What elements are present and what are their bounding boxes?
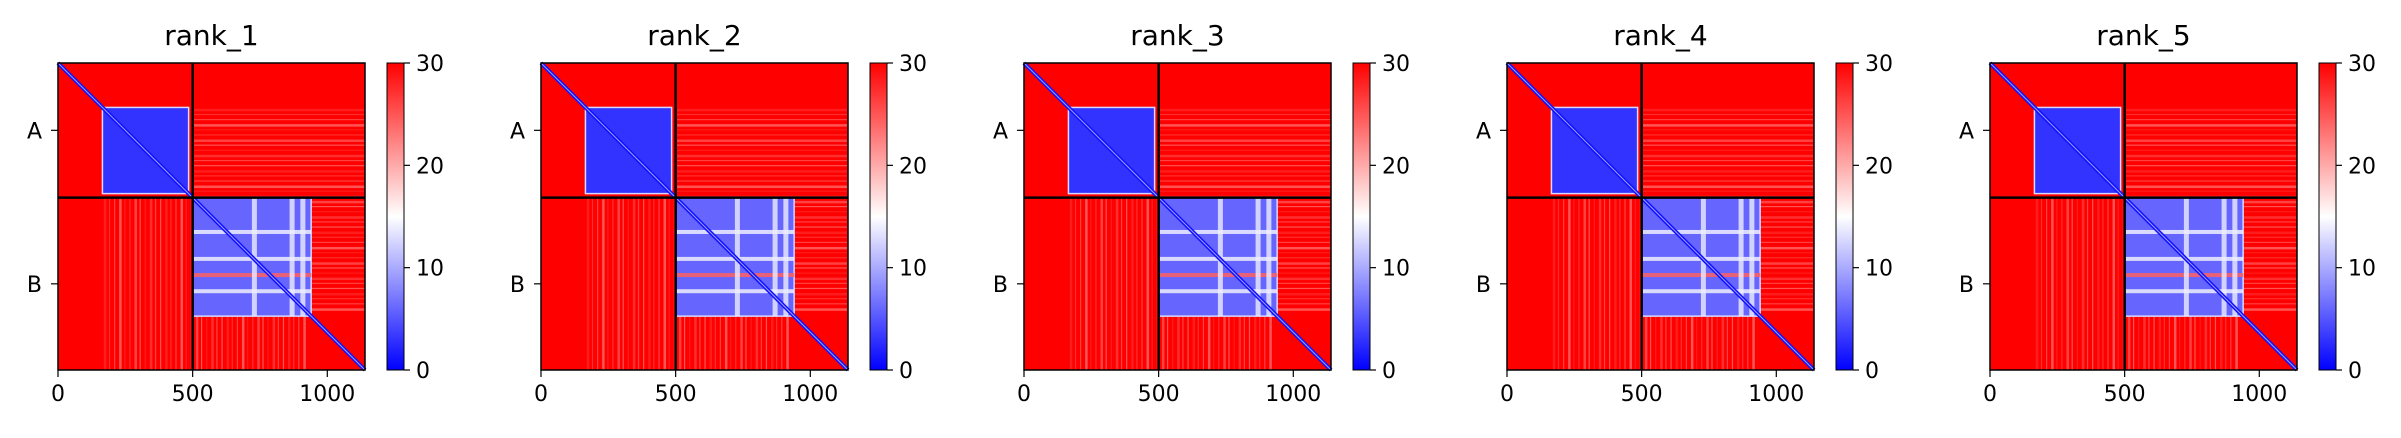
x-tick-label: 1000	[1265, 382, 1321, 407]
colorbar-tick-label: 30	[899, 52, 927, 77]
x-tick-label: 1000	[2231, 382, 2287, 407]
colorbar-tick-label: 30	[1865, 52, 1893, 77]
x-tick-label: 500	[1138, 382, 1180, 407]
x-tick-label: 1000	[782, 382, 838, 407]
y-tick-label: A	[993, 119, 1008, 144]
colorbar-tick-label: 0	[1865, 359, 1879, 384]
colorbar-tick-label: 20	[1865, 154, 1893, 179]
x-tick-label: 0	[1983, 382, 1997, 407]
x-tick-label: 0	[1017, 382, 1031, 407]
x-tick-label: 0	[51, 382, 65, 407]
pae-panel-2: rank_2 0 500 1000 A B 0 10 20 30	[510, 19, 927, 407]
y-tick-label: B	[27, 273, 42, 298]
panel-title: rank_4	[1613, 19, 1707, 52]
colorbar-tick-label: 10	[1382, 257, 1410, 282]
y-tick-label: A	[27, 119, 42, 144]
colorbar-tick-label: 30	[416, 52, 444, 77]
colorbar-tick-label: 10	[416, 257, 444, 282]
plot-frame	[1989, 62, 2298, 371]
plot-frame	[57, 62, 366, 371]
plot-frame	[1506, 62, 1815, 371]
x-tick-label: 500	[1621, 382, 1663, 407]
colorbar-tick-label: 10	[2348, 257, 2376, 282]
colorbar-tick-label: 0	[2348, 359, 2362, 384]
y-tick-label: A	[1959, 119, 1974, 144]
colorbar	[869, 62, 888, 371]
panel-title: rank_5	[2096, 19, 2190, 52]
x-tick-label: 1000	[1748, 382, 1804, 407]
y-tick-label: B	[510, 273, 525, 298]
colorbar-tick-label: 20	[2348, 154, 2376, 179]
y-tick-label: B	[1476, 273, 1491, 298]
panel-title: rank_2	[647, 19, 741, 52]
x-tick-label: 500	[655, 382, 697, 407]
colorbar	[386, 62, 405, 371]
colorbar	[1835, 62, 1854, 371]
plot-frame	[1023, 62, 1332, 371]
plot-frame	[540, 62, 849, 371]
colorbar-tick-label: 0	[899, 359, 913, 384]
y-tick-label: B	[993, 273, 1008, 298]
x-tick-label: 500	[172, 382, 214, 407]
x-tick-label: 500	[2104, 382, 2146, 407]
colorbar-tick-label: 20	[1382, 154, 1410, 179]
x-tick-label: 0	[1500, 382, 1514, 407]
y-tick-label: A	[510, 119, 525, 144]
x-tick-label: 1000	[299, 382, 355, 407]
colorbar-tick-label: 20	[899, 154, 927, 179]
y-tick-label: B	[1959, 273, 1974, 298]
colorbar-tick-label: 10	[1865, 257, 1893, 282]
x-tick-label: 0	[534, 382, 548, 407]
y-tick-label: A	[1476, 119, 1491, 144]
colorbar	[1352, 62, 1371, 371]
colorbar-tick-label: 30	[2348, 52, 2376, 77]
colorbar-tick-label: 0	[1382, 359, 1396, 384]
pae-panel-4: rank_4 0 500 1000 A B 0 10 20 30	[1476, 19, 1893, 407]
pae-panel-5: rank_5 0 500 1000 A B 0 10 20 30	[1959, 19, 2376, 407]
colorbar	[2318, 62, 2337, 371]
panel-title: rank_3	[1130, 19, 1224, 52]
pae-panel-1: rank_1 0 500 1000 A B 0 10 20 30	[27, 19, 444, 407]
pae-panel-3: rank_3 0 500 1000 A B 0 10 20 30	[993, 19, 1410, 407]
panel-title: rank_1	[164, 19, 258, 52]
colorbar-tick-label: 0	[416, 359, 430, 384]
colorbar-tick-label: 20	[416, 154, 444, 179]
colorbar-tick-label: 30	[1382, 52, 1410, 77]
colorbar-tick-label: 10	[899, 257, 927, 282]
